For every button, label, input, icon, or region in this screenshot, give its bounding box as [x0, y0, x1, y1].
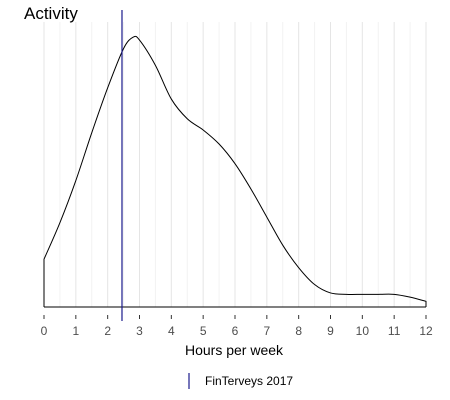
grid-layer [43, 22, 427, 307]
x-tick-label: 1 [72, 324, 79, 338]
tick-layer: 0 1 2 3 4 5 6 7 8 9 10 11 12 [41, 315, 433, 338]
x-tick-label: 12 [419, 324, 433, 338]
x-tick-label: 0 [41, 324, 48, 338]
x-tick-label: 3 [136, 324, 143, 338]
x-tick-label: 11 [388, 324, 401, 338]
legend: FinTerveys 2017 [188, 373, 293, 389]
legend-label: FinTerveys 2017 [205, 374, 293, 388]
chart-title: Activity [24, 4, 78, 23]
x-tick-label: 7 [263, 324, 270, 338]
x-tick-label: 5 [200, 324, 207, 338]
x-tick-label: 8 [295, 324, 302, 338]
x-tick-label: 9 [327, 324, 334, 338]
x-tick-label: 6 [232, 324, 239, 338]
x-tick-label: 10 [356, 324, 370, 338]
x-axis-title: Hours per week [185, 342, 284, 358]
x-tick-label: 2 [104, 324, 111, 338]
curve-layer [43, 35, 427, 307]
x-tick-label: 4 [168, 324, 175, 338]
density-curve [43, 35, 427, 307]
